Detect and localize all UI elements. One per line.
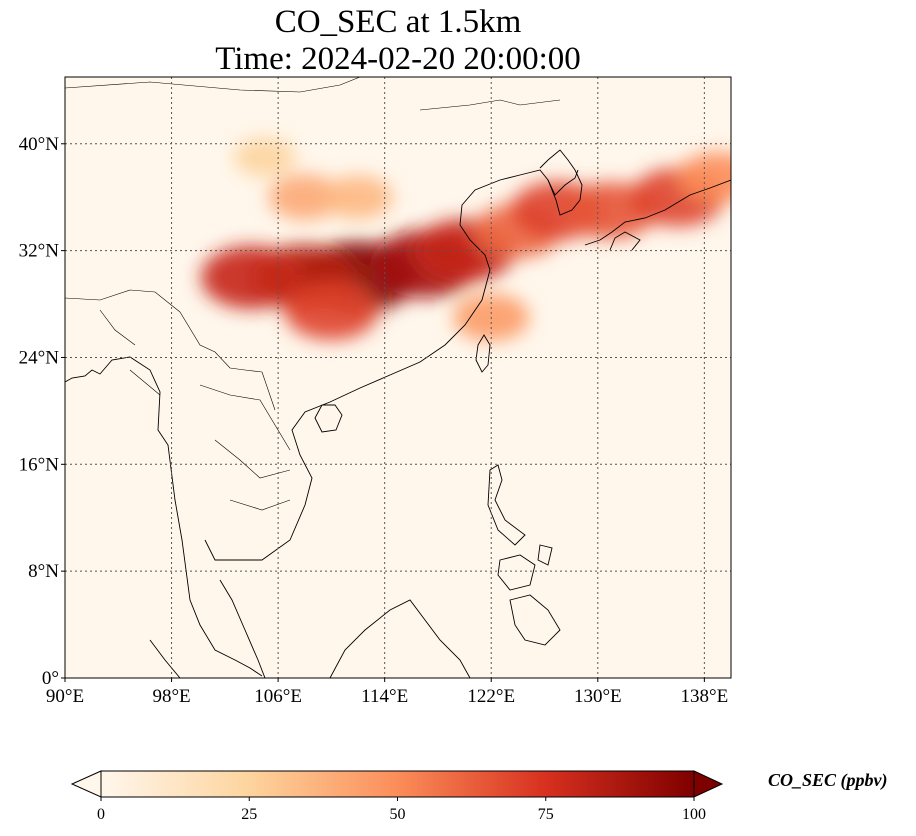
colorbar-ticks: 0 25 50 75 100 (97, 797, 706, 823)
coastline-mainland (65, 356, 263, 677)
border-myanmar (99, 309, 161, 396)
x-tick-label: 122°E (467, 686, 515, 707)
coastlines (65, 149, 731, 678)
x-tick-label: 138°E (681, 686, 729, 707)
plume-blob (233, 137, 296, 177)
x-tick-label: 130°E (574, 686, 622, 707)
border-north (65, 77, 561, 111)
colorbar-tick-label: 50 (390, 806, 406, 823)
coastline-borneo (329, 599, 471, 678)
chart-title-line2: Time: 2024-02-20 20:00:00 (215, 41, 581, 77)
coastline-indochina (204, 169, 579, 561)
chart-title-line1: CO_SEC at 1.5km (274, 4, 522, 40)
map-background (65, 77, 731, 678)
colorbar-tick-label: 100 (682, 806, 706, 823)
colorbar-label: CO_SEC (ppbv) (768, 770, 888, 790)
y-axis-ticks: 0° 8°N 16°N 24°N 32°N 40°N (19, 134, 65, 689)
colorbar-extend-min (70, 770, 102, 798)
x-axis-ticks: 90°E 98°E 106°E 114°E 122°E 130°E 138°E (46, 678, 728, 707)
x-tick-label: 90°E (46, 686, 84, 707)
map-frame (64, 76, 732, 679)
colorbar-tick-label: 25 (241, 806, 257, 823)
coastline-malay (219, 579, 266, 678)
y-tick-label: 0° (42, 668, 59, 689)
plume-blob (323, 175, 393, 219)
y-tick-label: 24°N (19, 347, 60, 368)
coastline-korea (539, 149, 583, 216)
colorbar-gradient (100, 770, 695, 798)
gridlines (65, 77, 731, 678)
y-tick-label: 40°N (19, 134, 60, 155)
colorbar-extend-max (693, 770, 724, 798)
y-tick-label: 8°N (28, 561, 59, 582)
coastline-visayas (497, 544, 553, 591)
coastline-luzon (487, 464, 526, 546)
y-tick-label: 16°N (19, 454, 60, 475)
plume-blob (200, 245, 303, 309)
plume-blob (677, 152, 731, 203)
plume-blob (268, 174, 342, 220)
colorbar: 0 25 50 75 100 (70, 770, 724, 823)
border-indochina (199, 371, 291, 511)
plume-blob (284, 281, 379, 341)
colorbar-tick-label: 0 (97, 806, 105, 823)
coastline-mindanao (509, 594, 561, 646)
country-borders (65, 77, 561, 511)
x-tick-label: 98°E (152, 686, 190, 707)
coastline-sumatra (149, 639, 181, 678)
x-tick-label: 114°E (361, 686, 408, 707)
coastline-japan (584, 179, 731, 251)
coastline-taiwan (475, 334, 491, 373)
x-tick-label: 106°E (254, 686, 302, 707)
colorbar-tick-label: 75 (538, 806, 554, 823)
border-southwest (65, 289, 263, 373)
coastline-hainan (314, 404, 343, 433)
y-tick-label: 32°N (19, 241, 60, 262)
